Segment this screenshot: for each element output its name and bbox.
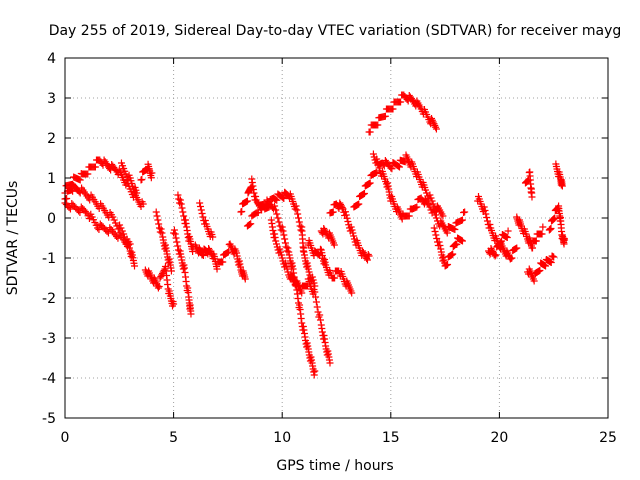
data-point: [198, 207, 205, 214]
series-arc-j: [192, 241, 249, 283]
data-point: [461, 209, 468, 216]
y-tick-label: 1: [47, 171, 56, 187]
data-point: [539, 224, 546, 231]
series-arc-q: [326, 200, 372, 264]
data-point: [344, 218, 351, 225]
y-tick-label: -5: [42, 411, 56, 427]
data-point: [154, 213, 161, 220]
chart-title: Day 255 of 2019, Sidereal Day-to-day VTE…: [49, 23, 622, 39]
data-point: [179, 209, 186, 216]
data-point: [153, 209, 160, 216]
data-point: [483, 214, 490, 221]
data-point: [432, 228, 439, 235]
series-arc-aa: [546, 203, 568, 248]
data-point: [432, 232, 439, 239]
y-tick-label: 2: [47, 131, 56, 147]
data-marks: [62, 92, 569, 379]
data-point: [63, 195, 70, 202]
series-arc-p: [318, 225, 338, 249]
data-point: [275, 219, 282, 226]
series-arc-g: [153, 209, 175, 275]
data-point: [274, 215, 281, 222]
series-arc-z: [524, 253, 557, 285]
x-tick-label: 25: [599, 430, 617, 446]
y-tick-label: -1: [42, 251, 56, 267]
x-axis-label: GPS time / hours: [276, 458, 393, 474]
series-arc-x: [513, 214, 546, 252]
x-tick-label: 5: [169, 430, 178, 446]
x-tick-label: 20: [490, 430, 508, 446]
data-point: [173, 239, 180, 246]
series-arc-v: [474, 193, 520, 263]
y-tick-label: -4: [42, 371, 56, 387]
data-point: [196, 200, 203, 207]
data-point: [154, 217, 161, 224]
data-point: [172, 231, 179, 238]
data-point: [528, 194, 535, 201]
series-arc-k: [196, 200, 216, 241]
series-arc-o: [305, 237, 355, 297]
y-tick-label: 3: [47, 91, 56, 107]
y-tick-label: -3: [42, 331, 56, 347]
y-tick-labels: 4 3 2 1 0 -1 -2 -3 -4 -5: [42, 51, 56, 427]
y-tick-label: 4: [47, 51, 56, 67]
data-point: [273, 211, 280, 218]
data-point: [199, 210, 206, 217]
series-arc-e: [138, 161, 156, 184]
x-tick-label: 15: [382, 430, 400, 446]
data-point: [547, 225, 554, 232]
x-tick-labels: 0 5 10 15 20 25: [61, 430, 617, 446]
x-tick-label: 0: [61, 430, 70, 446]
y-tick-label: 0: [47, 211, 56, 227]
data-point: [295, 215, 302, 222]
series-arc-l: [237, 176, 318, 290]
y-tick-label: -2: [42, 291, 56, 307]
data-point: [138, 176, 145, 183]
x-tick-label: 10: [273, 430, 291, 446]
y-axis-label: SDTVAR / TECUs: [5, 181, 21, 296]
data-point: [367, 129, 374, 136]
data-point: [314, 304, 321, 311]
chart: Day 255 of 2019, Sidereal Day-to-day VTE…: [0, 0, 640, 480]
data-point: [313, 299, 320, 306]
data-point: [281, 236, 288, 243]
series-arc-s: [366, 92, 440, 136]
series-arc-y: [522, 169, 536, 201]
data-point: [197, 203, 204, 210]
data-point: [238, 208, 245, 215]
series-arc-ab: [552, 161, 566, 190]
